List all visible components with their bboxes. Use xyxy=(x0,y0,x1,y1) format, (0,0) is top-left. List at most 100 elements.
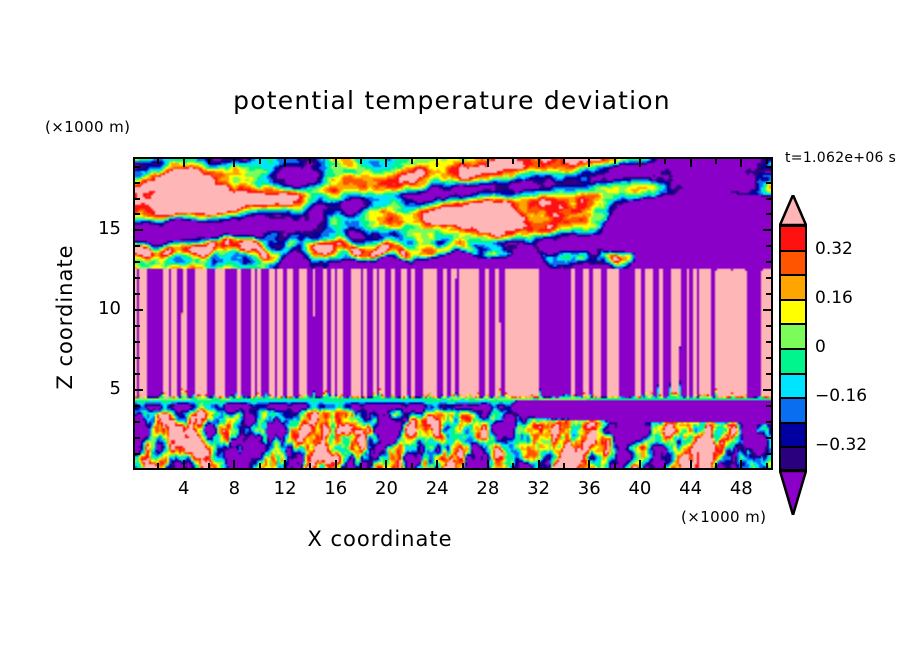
x-tick xyxy=(765,157,768,164)
y-tick xyxy=(133,325,140,328)
colorbar-band xyxy=(779,446,807,471)
x-tick xyxy=(689,157,692,167)
colorbar-separator xyxy=(779,323,807,326)
colorbar-under-cap xyxy=(778,469,808,520)
y-tick xyxy=(766,261,773,264)
y-tick-label: 15 xyxy=(98,218,121,240)
x-tick xyxy=(182,157,185,167)
x-tick xyxy=(689,460,692,470)
x-tick-label: 44 xyxy=(679,478,703,499)
x-tick xyxy=(461,157,464,164)
colorbar-separator xyxy=(779,397,807,400)
y-tick xyxy=(766,293,773,296)
x-tick-label: 20 xyxy=(375,478,398,499)
x-tick xyxy=(638,460,641,470)
y-tick xyxy=(133,437,140,440)
y-tick xyxy=(766,277,773,280)
contour-field-canvas xyxy=(135,159,771,468)
x-tick xyxy=(537,460,540,470)
y-tick xyxy=(766,437,773,440)
colorbar-separator xyxy=(779,274,807,277)
x-tick xyxy=(410,463,413,470)
colorbar-band xyxy=(779,397,807,422)
x-tick xyxy=(385,157,388,167)
x-tick xyxy=(233,460,236,470)
colorbar-tick-label: 0 xyxy=(815,337,826,357)
y-tick xyxy=(763,309,773,312)
x-tick xyxy=(258,463,261,470)
y-tick xyxy=(133,197,140,200)
x-tick xyxy=(208,157,211,164)
time-stamp-label: t=1.062e+06 s xyxy=(785,150,897,166)
colorbar-separator xyxy=(779,249,807,252)
x-tick-label: 28 xyxy=(476,478,500,499)
colorbar-tick-label: 0.32 xyxy=(815,238,853,259)
y-tick xyxy=(133,277,140,280)
colorbar-separator xyxy=(779,225,807,227)
y-tick xyxy=(766,405,773,408)
x-tick xyxy=(182,460,185,470)
x-tick xyxy=(714,157,717,164)
x-tick xyxy=(284,460,287,470)
x-axis-title: X coordinate xyxy=(307,527,453,551)
x-tick xyxy=(360,157,363,164)
x-tick xyxy=(765,463,768,470)
y-tick xyxy=(766,197,773,200)
x-tick xyxy=(588,460,591,470)
y-tick xyxy=(766,325,773,328)
colorbar-band xyxy=(779,348,807,373)
y-tick xyxy=(766,341,773,344)
colorbar-tick-label: −0.32 xyxy=(815,435,868,456)
x-tick xyxy=(334,157,337,167)
colorbar-band xyxy=(779,372,807,398)
y-tick xyxy=(133,373,140,376)
x-tick xyxy=(436,157,439,167)
y-tick xyxy=(133,293,140,296)
x-tick xyxy=(157,463,160,470)
x-tick xyxy=(461,463,464,470)
x-tick-label: 32 xyxy=(527,478,550,499)
x-tick xyxy=(486,460,489,470)
colorbar-separator xyxy=(779,421,807,424)
x-tick xyxy=(664,463,667,470)
colorbar-band xyxy=(779,298,807,324)
x-tick xyxy=(486,157,489,167)
y-tick xyxy=(766,357,773,360)
x-tick-label: 16 xyxy=(324,478,348,499)
x-tick-label: 40 xyxy=(628,478,652,499)
x-tick xyxy=(740,157,743,167)
colorbar-band xyxy=(779,274,807,299)
x-tick xyxy=(613,157,616,164)
colorbar-over-cap xyxy=(778,191,808,227)
x-tick xyxy=(537,157,540,167)
y-tick xyxy=(133,165,140,168)
colorbar-tick-label: 0.16 xyxy=(815,287,853,308)
x-tick xyxy=(638,157,641,167)
x-tick xyxy=(714,463,717,470)
x-tick xyxy=(512,157,515,164)
x-tick xyxy=(740,460,743,470)
x-tick xyxy=(208,463,211,470)
x-tick xyxy=(309,157,312,164)
x-tick xyxy=(157,157,160,164)
y-tick xyxy=(133,229,143,232)
contour-plot-area[interactable] xyxy=(133,157,773,470)
y-tick xyxy=(766,453,773,456)
x-tick xyxy=(284,157,287,167)
colorbar-tick-label: −0.16 xyxy=(815,386,868,407)
x-tick xyxy=(334,460,337,470)
y-tick xyxy=(766,421,773,424)
y-tick xyxy=(133,245,140,248)
x-tick xyxy=(436,460,439,470)
x-tick xyxy=(664,157,667,164)
y-tick xyxy=(766,165,773,168)
x-tick xyxy=(588,157,591,167)
page-title: potential temperature deviation xyxy=(233,86,671,115)
y-tick xyxy=(766,245,773,248)
colorbar[interactable]: 0.32 0.16 0 −0.16 −0.32 xyxy=(778,191,867,520)
colorbar-separator xyxy=(779,298,807,301)
y-tick xyxy=(133,421,140,424)
x-tick-label: 8 xyxy=(228,478,241,499)
x-tick-label: 12 xyxy=(273,478,297,499)
colorbar-band xyxy=(779,421,807,447)
